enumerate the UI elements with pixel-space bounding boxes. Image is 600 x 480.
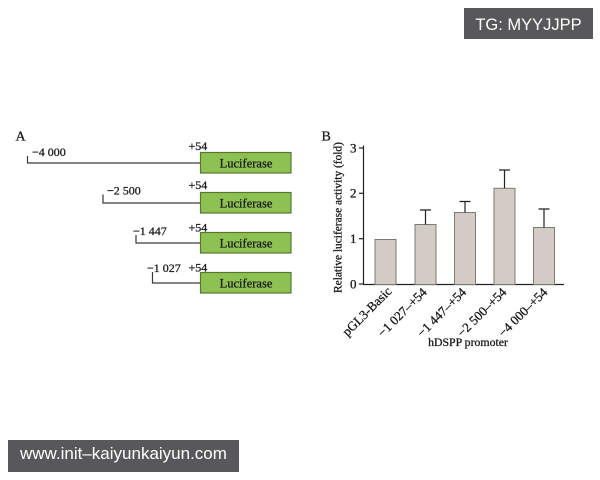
svg-text:Relative luciferase activity (: Relative luciferase activity (fold) bbox=[333, 142, 345, 293]
svg-text:Luciferase: Luciferase bbox=[220, 197, 273, 211]
svg-text:A: A bbox=[16, 130, 27, 145]
svg-text:B: B bbox=[322, 130, 331, 145]
svg-text:−4 000: −4 000 bbox=[32, 145, 66, 159]
svg-text:+54: +54 bbox=[189, 221, 208, 235]
svg-text:+54: +54 bbox=[189, 261, 208, 275]
svg-text:hDSPP promoter: hDSPP promoter bbox=[428, 335, 508, 349]
svg-text:Luciferase: Luciferase bbox=[220, 277, 273, 291]
svg-text:3: 3 bbox=[350, 140, 357, 155]
svg-text:0: 0 bbox=[350, 276, 357, 291]
svg-text:Luciferase: Luciferase bbox=[220, 237, 273, 251]
svg-text:Luciferase: Luciferase bbox=[220, 157, 273, 171]
svg-text:−2 500: −2 500 bbox=[107, 184, 141, 198]
svg-text:+54: +54 bbox=[189, 139, 208, 153]
svg-text:+54: +54 bbox=[189, 178, 208, 192]
svg-text:2: 2 bbox=[350, 186, 357, 201]
svg-text:−1 027: −1 027 bbox=[147, 261, 181, 275]
svg-text:1: 1 bbox=[350, 231, 357, 246]
svg-text:−1 447: −1 447 bbox=[133, 224, 167, 238]
